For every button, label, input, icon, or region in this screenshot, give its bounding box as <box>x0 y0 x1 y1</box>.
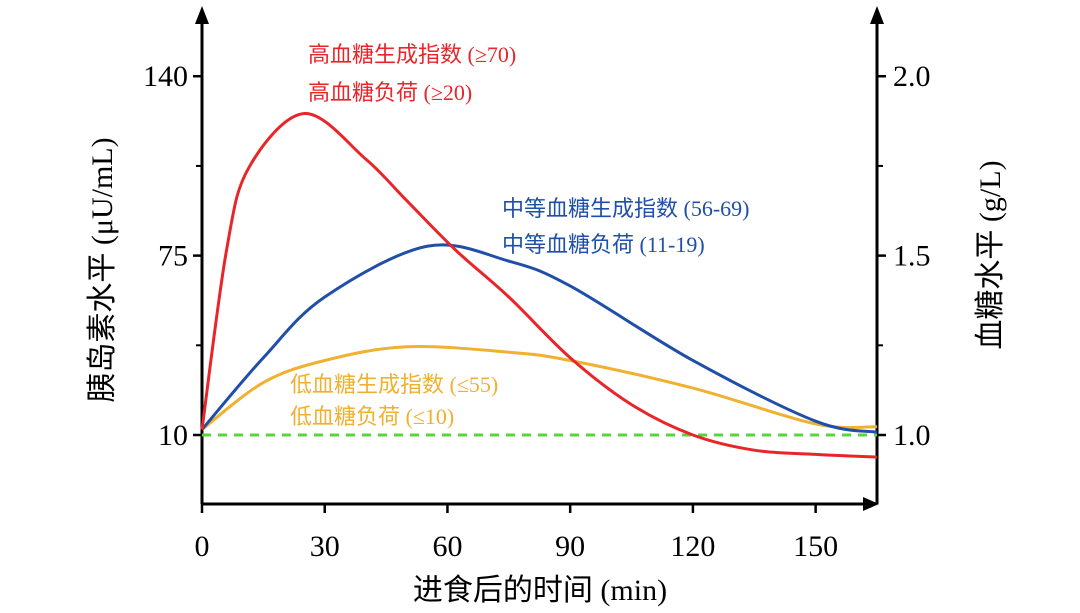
x-axis-arrow <box>863 497 879 511</box>
y-tick-label-left: 10 <box>158 419 188 452</box>
x-tick-label: 150 <box>793 530 838 563</box>
series-line-high <box>200 111 878 459</box>
y-tick-label-right: 1.5 <box>893 240 931 273</box>
annotation-low-line-2: 低血糖负荷 (≤10) <box>290 404 454 429</box>
annotation-medium-line-1: 中等血糖生成指数 (56-69) <box>502 196 749 221</box>
x-tick-label: 90 <box>555 530 585 563</box>
y-axis-right-arrow <box>870 6 884 24</box>
y-axis-label-right: 血糖水平 (g/L) <box>974 160 1007 349</box>
annotation-medium-line-2: 中等血糖负荷 (11-19) <box>502 232 705 257</box>
y-axis-label-left: 胰岛素水平 (μU/mL) <box>86 137 119 402</box>
series-line-medium <box>200 243 878 434</box>
series-line-low <box>201 344 878 431</box>
x-tick-label: 30 <box>310 530 340 563</box>
y-tick-label-left: 140 <box>143 60 188 93</box>
x-axis-label: 进食后的时间 (min) <box>413 574 667 607</box>
x-tick-label: 0 <box>195 530 210 563</box>
labels: 进食后的时间 (min) 胰岛素水平 (μU/mL) 血糖水平 (g/L) 高血… <box>86 42 1007 607</box>
annotation-low-line-1: 低血糖生成指数 (≤55) <box>290 372 498 397</box>
y-tick-label-right: 1.0 <box>893 419 931 452</box>
x-tick-label: 120 <box>670 530 715 563</box>
y-tick-label-left: 75 <box>158 240 188 273</box>
y-tick-label-right: 2.0 <box>893 60 931 93</box>
axes: 0 30 60 90 120 150 10 1.0 75 1.5 140 2.0 <box>143 6 931 563</box>
curves <box>200 111 878 459</box>
annotation-high-line-1: 高血糖生成指数 (≥70) <box>308 42 516 67</box>
y-axis-left-arrow <box>195 6 209 24</box>
x-tick-label: 60 <box>432 530 462 563</box>
annotation-high-line-2: 高血糖负荷 (≥20) <box>308 80 472 105</box>
